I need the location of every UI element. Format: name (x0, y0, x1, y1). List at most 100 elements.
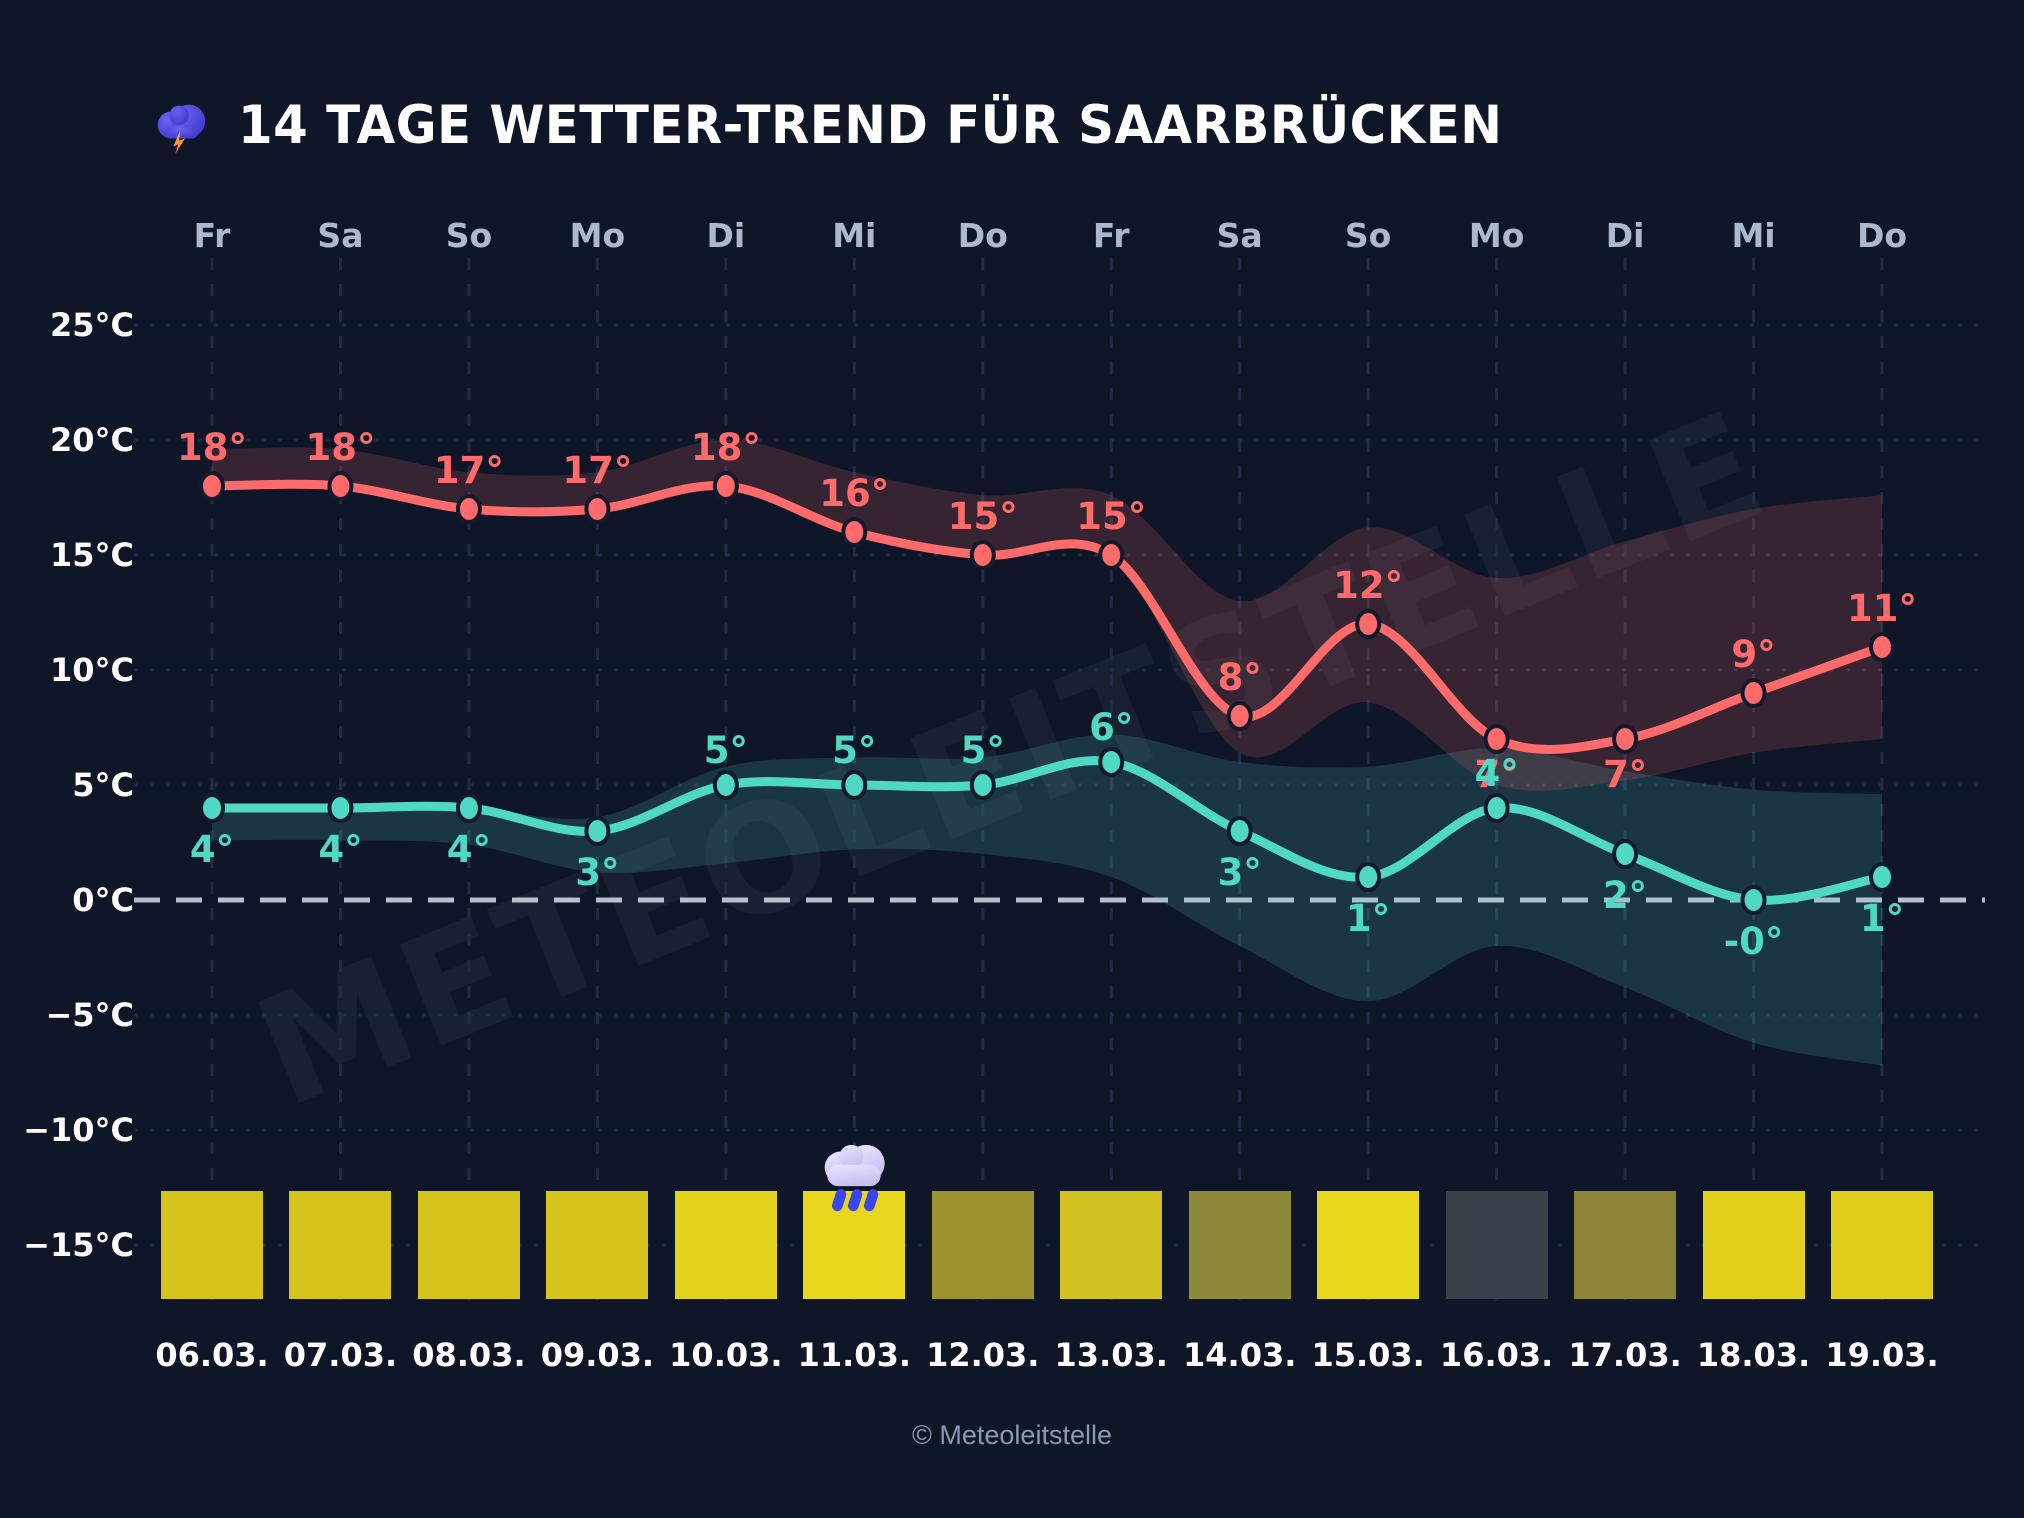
thunderstorm-cloud-icon (157, 104, 206, 155)
date-label: 06.03. (155, 1336, 269, 1374)
data-point (1869, 632, 1895, 662)
max-temp-label: 9° (1731, 633, 1776, 676)
min-temp-label: 4° (446, 828, 492, 871)
data-point (1098, 747, 1125, 777)
max-temp-label: 15° (947, 495, 1018, 538)
data-point (1740, 885, 1767, 915)
min-temp-label: 5° (703, 729, 748, 772)
data-point (455, 494, 482, 524)
max-temp-label: 11° (1847, 587, 1917, 630)
data-point (199, 793, 225, 823)
date-label: 16.03. (1439, 1336, 1554, 1374)
y-axis-tick-label: −15°C (23, 1226, 134, 1264)
weekday-label: Sa (317, 216, 364, 255)
sun-hours-bar (931, 1191, 1034, 1299)
weekday-label: Sa (1216, 216, 1263, 255)
data-point (1355, 609, 1382, 639)
weekday-label: Fr (1092, 216, 1130, 255)
min-temp-label: 5° (832, 729, 877, 772)
date-label: 14.03. (1183, 1336, 1297, 1374)
data-point (1612, 724, 1639, 754)
min-temp-label: 4° (1474, 752, 1519, 795)
data-point (1612, 839, 1639, 869)
sun-hours-bar (546, 1191, 649, 1299)
min-temp-label: 3° (575, 851, 620, 894)
data-point (327, 793, 354, 823)
data-point (712, 471, 739, 501)
y-axis-tick-label: 20°C (49, 421, 134, 459)
min-temp-label: 2° (1602, 874, 1648, 917)
max-temp-label: 15° (1076, 495, 1147, 538)
series-line (207, 479, 1887, 754)
y-axis-tick-label: 0°C (72, 881, 134, 919)
sun-hours-bar (1317, 1191, 1420, 1299)
weekday-label: So (1344, 216, 1392, 255)
date-label: 18.03. (1696, 1336, 1811, 1374)
data-point (1740, 678, 1767, 708)
y-axis-tick-label: −5°C (45, 996, 134, 1034)
min-temp-label: 6° (1089, 706, 1134, 749)
max-temp-label: 18° (177, 426, 247, 469)
min-temp-label: 3° (1217, 851, 1262, 894)
data-point (1483, 793, 1510, 823)
sun-hours-bar (1574, 1191, 1677, 1299)
sun-hours-bar (1445, 1191, 1548, 1299)
sun-hours-bar (289, 1191, 392, 1299)
weekday-label: So (445, 216, 493, 255)
page-title: 14 TAGE WETTER-TREND FÜR SAARBRÜCKEN (238, 94, 1503, 156)
max-temp-label: 18° (690, 426, 761, 469)
min-temp-label: 5° (960, 729, 1005, 772)
min-temp-label: -0° (1723, 920, 1784, 963)
data-point (1226, 816, 1253, 846)
y-axis-tick-label: 5°C (72, 766, 134, 804)
y-axis-tick-label: 15°C (49, 536, 134, 574)
data-point (1869, 862, 1895, 892)
weekday-label: Mi (832, 216, 877, 255)
weekday-label: Di (706, 216, 746, 255)
min-temp-label: 1° (1346, 897, 1391, 940)
sun-hours-bar (1188, 1191, 1291, 1299)
min-temp-label: 1° (1859, 897, 1905, 940)
min-temp-label: 4° (318, 828, 363, 871)
date-label: 08.03. (412, 1336, 526, 1374)
weekday-label: Fr (193, 216, 231, 255)
y-axis: 25°C 20°C 15°C 10°C 5°C 0°C −5°C −10°C −15°C (0, 0, 134, 1518)
max-temp-label: 17° (562, 449, 633, 492)
data-point (969, 770, 996, 800)
date-label: 13.03. (1054, 1336, 1168, 1374)
weekday-label: Mo (1468, 216, 1525, 255)
date-label: 19.03. (1825, 1336, 1939, 1374)
copyright-footer: © Meteoleitstelle (912, 1420, 1112, 1450)
max-temp-label: 16° (819, 472, 890, 515)
data-point (584, 494, 611, 524)
data-point (1098, 540, 1125, 570)
data-point (584, 816, 611, 846)
weekday-label: Di (1605, 216, 1645, 255)
rain-cloud-icon (811, 1136, 897, 1221)
sun-hours-bar (1831, 1191, 1933, 1299)
weekday-label: Mi (1731, 216, 1776, 255)
data-point (1483, 724, 1510, 754)
series-line (207, 756, 1887, 905)
weekday-label: Mo (569, 216, 626, 255)
max-temp-label: 7° (1474, 753, 1519, 796)
sun-hours-bar (417, 1191, 520, 1299)
data-point (455, 793, 482, 823)
min-temp-label: 4° (189, 828, 235, 871)
y-axis-tick-label: −10°C (23, 1111, 134, 1149)
max-temp-label: 8° (1217, 656, 1262, 699)
y-axis-tick-label: 25°C (49, 306, 134, 344)
data-point (1355, 862, 1382, 892)
sun-hours-bar (1702, 1191, 1805, 1299)
date-label: 07.03. (283, 1336, 398, 1374)
sun-hours-bar (161, 1191, 263, 1299)
date-label: 17.03. (1568, 1336, 1682, 1374)
date-label: 11.03. (797, 1336, 911, 1374)
max-temp-label: 7° (1602, 753, 1648, 796)
date-label: 10.03. (669, 1336, 783, 1374)
data-point (841, 517, 868, 547)
page-header: 14 TAGE WETTER-TREND FÜR SAARBRÜCKEN (150, 92, 1583, 158)
